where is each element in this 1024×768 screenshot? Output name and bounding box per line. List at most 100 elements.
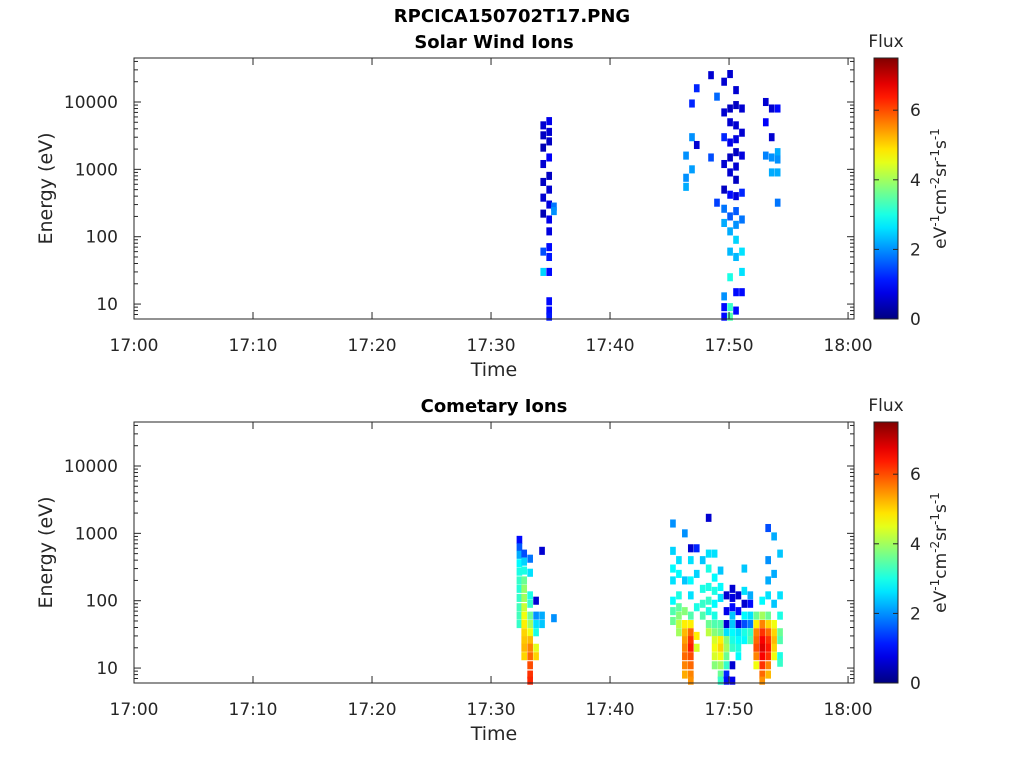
heatmap-cell (735, 652, 742, 661)
heatmap-cell (527, 676, 533, 685)
heatmap-cell (727, 138, 733, 147)
heatmap-cell (765, 636, 771, 645)
heatmap-cell (729, 620, 736, 629)
heatmap-cell (687, 676, 694, 685)
heatmap-cell (540, 177, 547, 186)
heatmap-cell (533, 643, 539, 652)
heatmap-cell (533, 611, 539, 620)
heatmap-cell (676, 591, 682, 600)
heatmap-cell (705, 582, 712, 591)
heatmap-cell (687, 628, 694, 637)
x-tick-label: 17:40 (586, 336, 635, 356)
heatmap-cell (516, 543, 523, 552)
heatmap-cell (723, 591, 730, 600)
heatmap-cell (546, 306, 553, 315)
heatmap-cell (765, 628, 771, 637)
heatmap-cell (721, 77, 727, 86)
colorbar-unit-part: sr (931, 525, 951, 541)
heatmap-cell (682, 576, 688, 585)
heatmap-cell (676, 556, 682, 565)
heatmap-cell (693, 643, 700, 652)
heatmap-cell (717, 670, 724, 679)
heatmap-cell (739, 288, 745, 297)
heatmap-cell (741, 599, 748, 608)
heatmap-cell (687, 591, 694, 600)
heatmap-cell (521, 643, 528, 652)
x-tick-label: 17:30 (467, 336, 516, 356)
heatmap-cell (759, 596, 766, 605)
heatmap-cell (676, 603, 682, 612)
y-axis-label: Energy (eV) (35, 496, 57, 608)
heatmap-cell (527, 620, 533, 629)
heatmap-cell (723, 652, 730, 661)
heatmap-cell (683, 173, 689, 182)
x-tick-label: 17:40 (586, 700, 635, 720)
heatmap-cell (714, 92, 720, 101)
heatmap-cell (539, 546, 545, 555)
heatmap-cell (687, 576, 694, 585)
heatmap-cell (683, 182, 689, 191)
y-tick-label: 1000 (75, 160, 118, 180)
heatmap-cell (741, 620, 748, 629)
heatmap-cell (723, 661, 730, 670)
heatmap-cell (693, 569, 700, 578)
heatmap-cell (733, 121, 739, 130)
heatmap-cell (723, 607, 730, 616)
heatmap-cell (727, 273, 733, 282)
heatmap-cell (546, 127, 553, 136)
heatmap-cell (546, 312, 553, 321)
heatmap-cell (721, 108, 727, 117)
heatmap-cell (521, 557, 528, 566)
heatmap-cell (516, 611, 523, 620)
colorbar-title: Flux (868, 396, 903, 416)
colorbar-unit-part: -1 (928, 128, 942, 140)
x-tick-label: 17:20 (348, 700, 397, 720)
heatmap-cell (711, 599, 718, 608)
heatmap-cell (727, 190, 733, 199)
heatmap-cell (521, 566, 528, 575)
heatmap-cell (711, 628, 718, 637)
heatmap-cell (546, 153, 553, 162)
heatmap-cell (777, 591, 783, 600)
heatmap-cell (765, 670, 771, 679)
heatmap-cell (733, 135, 739, 144)
heatmap-cell (721, 312, 727, 321)
colorbar-unit-part: s (931, 140, 951, 149)
heatmap-cell (687, 556, 694, 565)
heatmap-cell (721, 292, 727, 301)
heatmap-cell (777, 652, 783, 661)
heatmap-cell (765, 591, 771, 600)
heatmap-cell (765, 576, 771, 585)
heatmap-cell (771, 569, 777, 578)
heatmap-cell (759, 611, 766, 620)
heatmap-cell (533, 596, 539, 605)
heatmap-cell (747, 636, 754, 645)
heatmap-cell (682, 670, 688, 679)
y-tick-label: 10000 (64, 457, 118, 477)
heatmap-cell (759, 652, 766, 661)
heatmap-cell (759, 661, 766, 670)
heatmap-cell (521, 620, 528, 629)
heatmap-cell (771, 643, 777, 652)
heatmap-cell (527, 591, 533, 600)
heatmap-cell (705, 549, 712, 558)
heatmap-cell (516, 576, 523, 585)
heatmap-cell (527, 661, 533, 670)
colorbar-unit-part: cm (931, 553, 951, 579)
heatmap-cell (516, 584, 523, 593)
heatmap-cell (733, 288, 739, 297)
heatmap-cell (733, 101, 739, 110)
colorbar-tick-label: 0 (910, 310, 921, 330)
heatmap-cell (533, 652, 539, 661)
heatmap-cell (699, 611, 706, 620)
heatmap-cell (762, 151, 769, 160)
heatmap-cell (693, 84, 700, 93)
heatmap-cell (682, 529, 688, 538)
heatmap-cell (768, 133, 775, 142)
heatmap-cell (676, 628, 682, 637)
colorbar-tick-label: 6 (910, 101, 921, 121)
heatmap-cell (717, 643, 724, 652)
heatmap-cell (765, 556, 771, 565)
heatmap-cell (771, 599, 777, 608)
heatmap-cell (723, 670, 730, 679)
